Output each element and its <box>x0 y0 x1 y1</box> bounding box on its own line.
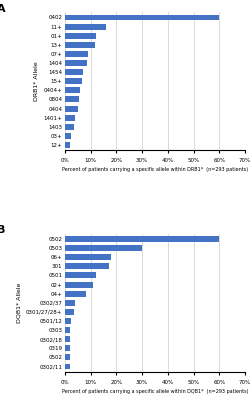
Bar <box>65 133 71 139</box>
Bar <box>65 282 93 288</box>
Y-axis label: DQB1* Allele: DQB1* Allele <box>16 282 21 323</box>
Bar <box>65 345 70 351</box>
Bar <box>65 291 86 297</box>
Bar <box>65 78 82 84</box>
Y-axis label: DRB1* Allele: DRB1* Allele <box>34 62 39 101</box>
Bar <box>65 354 70 360</box>
Bar <box>65 236 219 242</box>
Bar <box>65 263 109 269</box>
Bar <box>65 60 87 66</box>
Bar <box>65 124 74 130</box>
Bar <box>65 309 74 315</box>
Bar <box>65 300 75 306</box>
Bar <box>65 318 71 324</box>
X-axis label: Percent of patients carrying a specific allele within DQB1*  (n=293 patients): Percent of patients carrying a specific … <box>62 389 248 394</box>
Bar <box>65 327 70 333</box>
Bar <box>65 254 111 260</box>
Bar <box>65 87 80 93</box>
Bar <box>65 115 75 121</box>
Bar <box>65 336 70 342</box>
Text: B: B <box>0 225 5 235</box>
Text: A: A <box>0 4 5 14</box>
Bar <box>65 51 88 57</box>
Bar <box>65 142 70 148</box>
Bar <box>65 24 106 30</box>
Bar <box>65 33 96 39</box>
Bar <box>65 364 70 370</box>
Bar <box>65 42 94 48</box>
Bar <box>65 14 219 20</box>
Bar <box>65 245 142 251</box>
Bar <box>65 69 83 75</box>
Bar <box>65 106 78 112</box>
Bar <box>65 96 79 102</box>
X-axis label: Percent of patients carrying a specific allele within DRB1*  (n=293 patients): Percent of patients carrying a specific … <box>62 167 248 172</box>
Bar <box>65 272 96 278</box>
